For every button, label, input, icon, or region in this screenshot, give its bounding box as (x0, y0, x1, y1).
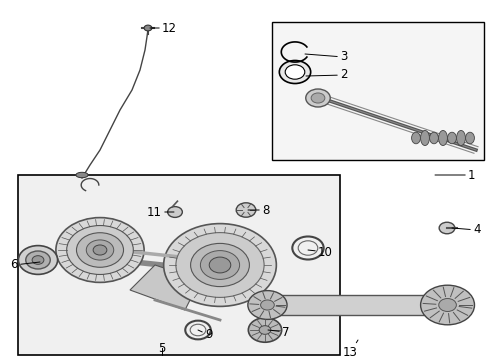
Circle shape (259, 326, 271, 334)
Polygon shape (272, 22, 484, 160)
Text: 7: 7 (268, 325, 290, 338)
Circle shape (56, 217, 144, 282)
Circle shape (86, 240, 114, 260)
Circle shape (191, 243, 249, 287)
Ellipse shape (439, 130, 447, 145)
Ellipse shape (76, 172, 88, 178)
Circle shape (236, 203, 256, 217)
Circle shape (200, 251, 240, 279)
Circle shape (144, 25, 152, 31)
Text: 5: 5 (158, 342, 166, 355)
Circle shape (209, 257, 231, 273)
Text: 4: 4 (452, 224, 481, 237)
Ellipse shape (412, 132, 420, 144)
Text: 1: 1 (435, 168, 475, 181)
Circle shape (176, 233, 264, 297)
Circle shape (285, 65, 305, 79)
Ellipse shape (447, 132, 456, 144)
Circle shape (164, 224, 276, 306)
Text: 6: 6 (10, 258, 40, 271)
Ellipse shape (420, 130, 429, 145)
Text: 9: 9 (198, 328, 213, 342)
Ellipse shape (457, 130, 465, 145)
Text: 10: 10 (308, 246, 333, 258)
Circle shape (261, 300, 274, 310)
Circle shape (248, 291, 287, 319)
Text: 8: 8 (248, 203, 270, 216)
Bar (18, 175, 340, 355)
Circle shape (168, 207, 182, 217)
Circle shape (439, 222, 455, 234)
Circle shape (311, 93, 325, 103)
Circle shape (26, 251, 50, 269)
Polygon shape (130, 265, 200, 310)
Circle shape (76, 233, 123, 267)
Ellipse shape (466, 132, 474, 144)
Circle shape (279, 60, 311, 84)
Circle shape (93, 245, 107, 255)
Circle shape (439, 298, 456, 311)
Ellipse shape (430, 132, 439, 144)
Text: 12: 12 (150, 22, 177, 35)
Circle shape (19, 246, 58, 274)
Text: 2: 2 (306, 68, 347, 81)
Text: 3: 3 (305, 50, 347, 63)
Circle shape (420, 285, 474, 325)
Text: 11: 11 (147, 206, 174, 219)
Circle shape (248, 318, 282, 342)
Circle shape (306, 89, 330, 107)
Text: 13: 13 (343, 340, 358, 359)
Bar (265, 295, 450, 315)
Circle shape (32, 256, 44, 264)
Circle shape (67, 225, 133, 274)
